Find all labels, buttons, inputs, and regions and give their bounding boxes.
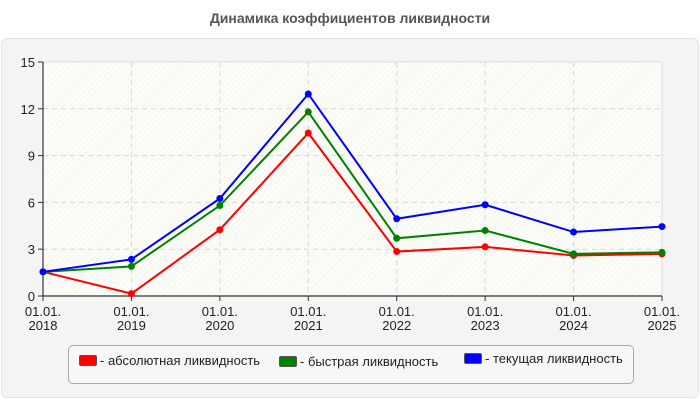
data-point[interactable] [127, 290, 135, 298]
axes: 0 3 6 9 12 15 01.01. 2018 01.01. 2019 01.01. 2020 01… [21, 55, 681, 333]
series-lines [39, 90, 666, 298]
y-tick-label: 12 [21, 102, 35, 117]
series-line [42, 110, 663, 273]
legend-item-quick: - быстрая ликвидность [279, 354, 438, 369]
data-point[interactable] [127, 255, 135, 263]
y-tick-label: 0 [28, 289, 35, 304]
data-point[interactable] [216, 226, 224, 234]
plot-area [42, 61, 663, 297]
data-point[interactable] [304, 90, 312, 98]
data-point[interactable] [304, 108, 312, 116]
y-tick-label: 6 [28, 195, 35, 210]
data-point[interactable] [393, 248, 401, 256]
legend: - абсолютная ликвидность - быстрая ликви… [68, 345, 634, 384]
data-point[interactable] [658, 223, 666, 231]
data-point[interactable] [216, 195, 224, 202]
y-tick-label: 15 [21, 55, 35, 70]
y-tick-label: 9 [28, 149, 35, 164]
data-point[interactable] [304, 129, 312, 137]
x-tick-label: 01.01. 2021 [290, 304, 326, 333]
legend-swatch-blue [464, 353, 482, 364]
data-point[interactable] [481, 243, 489, 251]
legend-item-current: - текущая ликвидность [464, 351, 623, 366]
data-point[interactable] [127, 262, 135, 270]
x-tick-label: 01.01. 2022 [379, 304, 415, 333]
legend-label: - абсолютная ликвидность [100, 353, 261, 368]
data-point[interactable] [393, 234, 401, 242]
x-tick-label: 01.01. 2024 [555, 304, 591, 333]
legend-label: - текущая ликвидность [485, 351, 623, 366]
data-point[interactable] [393, 215, 401, 223]
data-point[interactable] [570, 250, 578, 258]
x-tick-label: 01.01. 2023 [467, 304, 503, 333]
legend-swatch-red [79, 355, 97, 366]
legend-label: - быстрая ликвидность [300, 354, 439, 369]
legend-swatch-green [279, 356, 297, 367]
series-line [42, 92, 663, 273]
y-tick-label: 3 [28, 242, 35, 257]
data-point[interactable] [39, 268, 47, 276]
x-tick-label: 01.01. 2018 [25, 304, 61, 333]
series-line [42, 131, 663, 295]
x-tick-label: 01.01. 2019 [113, 304, 149, 333]
data-point[interactable] [570, 228, 578, 236]
data-point[interactable] [658, 248, 666, 256]
data-point[interactable] [481, 201, 489, 209]
x-tick-label: 01.01. 2025 [644, 304, 680, 333]
legend-item-absolute: - абсолютная ликвидность [79, 353, 260, 368]
data-point[interactable] [481, 226, 489, 234]
x-tick-label: 01.01. 2020 [202, 304, 238, 333]
data-point[interactable] [216, 202, 224, 210]
chart-title: Динамика коэффициентов ликвидности [209, 10, 491, 26]
